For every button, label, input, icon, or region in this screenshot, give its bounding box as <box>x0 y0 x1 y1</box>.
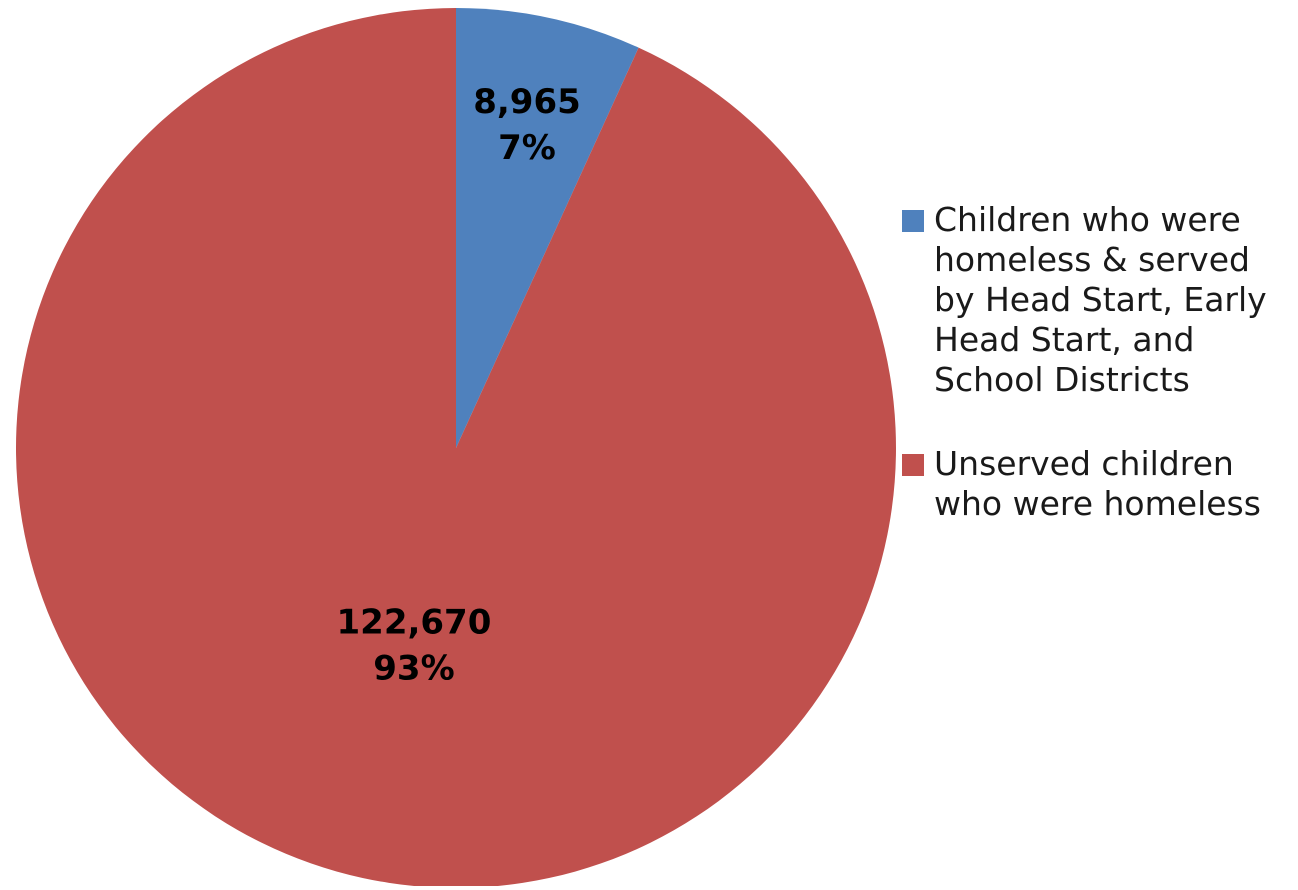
data-label-percent-served: 7% <box>498 128 556 168</box>
data-label-value-unserved: 122,670 <box>337 602 492 642</box>
legend: Children who were homeless & served by H… <box>902 200 1292 568</box>
legend-label-served: Children who were homeless & served by H… <box>934 200 1267 399</box>
data-label-percent-unserved: 93% <box>373 648 454 688</box>
legend-swatch-served <box>902 210 924 232</box>
legend-swatch-unserved <box>902 454 924 476</box>
legend-item-unserved: Unserved children who were homeless <box>902 444 1292 524</box>
pie-data-labels: 8,965 7% 122,670 93% <box>337 82 581 688</box>
data-label-value-served: 8,965 <box>473 82 581 122</box>
legend-item-served: Children who were homeless & served by H… <box>902 200 1292 400</box>
pie-slice-unserved <box>15 8 896 888</box>
pie-slice-served <box>456 8 639 448</box>
pie-slices <box>15 8 896 888</box>
legend-label-unserved: Unserved children who were homeless <box>934 444 1261 523</box>
